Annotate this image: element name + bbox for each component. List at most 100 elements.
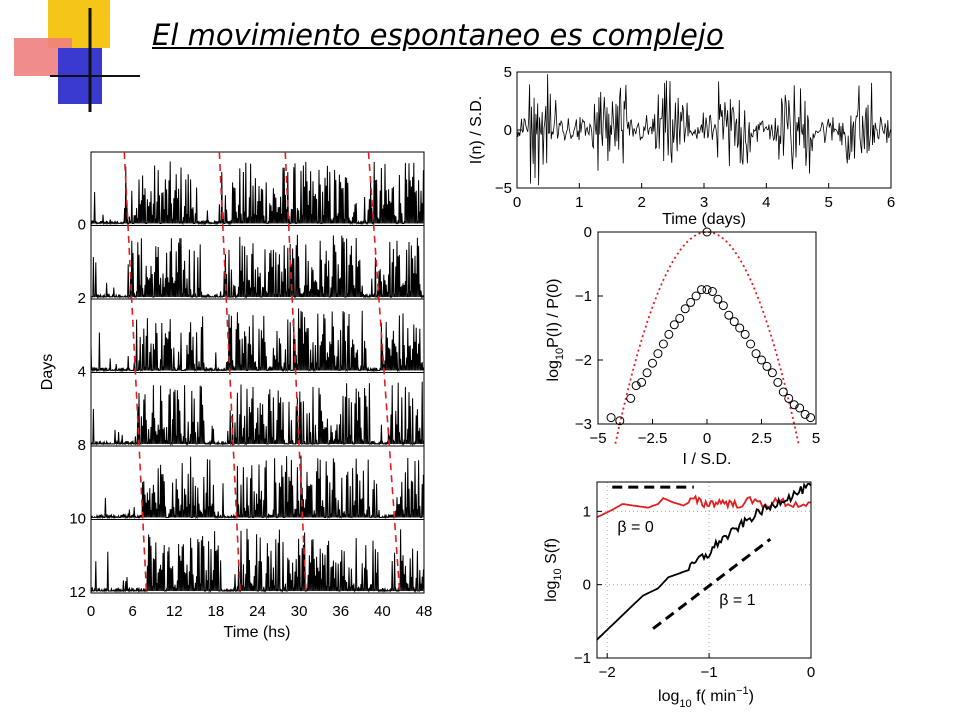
- actogram-x-tick-label: 40: [374, 603, 391, 620]
- spectrum-series-line: [596, 482, 812, 641]
- distribution-points: [606, 227, 816, 426]
- spectrum-x-tick-label: 0: [807, 664, 815, 681]
- distribution-point: [702, 285, 712, 295]
- actogram-x-tick-label: 48: [416, 603, 433, 620]
- spectrum-reference-line: [652, 538, 772, 630]
- distribution-x-ticks: −5 −2.5 0 2.5 5: [589, 419, 820, 447]
- actogram-onset-lines: [123, 151, 401, 594]
- timeseries-x-tick-label: 2: [637, 194, 645, 211]
- distribution-point: [680, 304, 690, 314]
- actogram-y-label: Days: [39, 354, 56, 390]
- distribution-point: [773, 377, 783, 387]
- timeseries-y-ticks: 5 0 −5: [495, 64, 522, 197]
- distribution-x-tick-label: 2.5: [751, 430, 772, 447]
- actogram-activity-trace: [90, 381, 425, 446]
- distribution-point: [653, 349, 663, 359]
- distribution-x-tick-label: −2.5: [638, 430, 668, 447]
- actogram-x-tick-label: 36: [332, 603, 349, 620]
- spectrum-y-ticks: 1 0 −1: [574, 503, 602, 667]
- distribution-point: [669, 320, 679, 330]
- actogram-activity-trace: [90, 528, 425, 593]
- actogram-onset-line: [367, 151, 401, 594]
- actogram-activity-trace: [90, 161, 425, 226]
- timeseries-trace: [516, 74, 891, 186]
- distribution-y-tick-label: −1: [575, 288, 592, 305]
- distribution-point: [664, 329, 674, 339]
- distribution-point: [697, 285, 707, 295]
- spectrum-x-label: log10 f( min−1): [658, 685, 754, 710]
- actogram-y-ticks: 0 2 4 8 10 12: [69, 217, 86, 602]
- spectrum-beta-label: β = 1: [719, 592, 755, 609]
- slide-title: El movimiento espontaneo es complejo: [152, 18, 724, 52]
- distribution-point: [795, 403, 805, 413]
- timeseries-x-ticks: 0 1 2 3 4 5 6: [513, 183, 895, 211]
- spectrum-x-ticks: −2 −1 0: [599, 653, 815, 681]
- distribution-point: [631, 381, 641, 391]
- actogram-x-tick-label: 0: [87, 603, 95, 620]
- timeseries-y-label: I(n) / S.D.: [468, 96, 485, 164]
- distribution-point: [757, 355, 766, 365]
- distribution-point: [735, 323, 745, 333]
- timeseries-x-tick-label: 5: [824, 194, 832, 211]
- distribution-point: [691, 291, 701, 301]
- distribution-point: [642, 368, 652, 378]
- distribution-point: [637, 377, 647, 387]
- actogram-activity-trace: [90, 308, 425, 373]
- actogram-y-tick-label: 10: [69, 511, 86, 528]
- distribution-y-tick-label: −2: [575, 352, 592, 369]
- spectrum-beta-label: β = 0: [617, 519, 653, 536]
- distribution-y-tick-label: −3: [575, 416, 592, 433]
- distribution-point: [762, 361, 772, 371]
- distribution-x-tick-label: 5: [812, 430, 820, 447]
- distribution-point: [806, 413, 816, 423]
- actogram-x-tick-label: 24: [249, 603, 266, 620]
- distribution-point: [784, 393, 794, 403]
- spectrum-x-tick-label: −2: [599, 664, 616, 681]
- corner-decoration: [14, 0, 140, 112]
- distribution-y-tick-label: 0: [584, 224, 592, 241]
- actogram-onset-line: [218, 151, 241, 594]
- timeseries-x-tick-label: 4: [762, 194, 770, 211]
- distribution-point: [606, 413, 616, 423]
- actogram-row-frame: [90, 519, 425, 594]
- distribution-point: [778, 387, 788, 397]
- distribution-point: [615, 416, 625, 426]
- actogram-y-tick-label: 2: [78, 290, 86, 307]
- spectrum-frame: [596, 481, 812, 659]
- spectrum-grid: [597, 482, 811, 658]
- actogram-rows: [90, 151, 425, 594]
- distribution-point: [729, 317, 739, 327]
- spectrum-x-tick-label: −1: [701, 664, 718, 681]
- distribution-point: [718, 301, 728, 311]
- spectrum-chart: −2 −1 0 1 0 −1 β = 0 β = 1 log10 f( min−1) lo…: [543, 481, 815, 710]
- distribution-point: [626, 393, 636, 403]
- actogram-x-tick-label: 12: [166, 603, 183, 620]
- distribution-point: [686, 297, 696, 307]
- timeseries-x-tick-label: 6: [887, 194, 895, 211]
- distribution-x-label: I / S.D.: [683, 451, 732, 468]
- distribution-point: [746, 339, 756, 349]
- spectrum-annotations: β = 0 β = 1: [617, 519, 755, 609]
- timeseries-y-tick-label: 5: [504, 64, 512, 81]
- distribution-fit-curve: [614, 231, 800, 444]
- distribution-point: [675, 313, 685, 323]
- distribution-x-tick-label: −5: [589, 430, 606, 447]
- timeseries-x-tick-label: 0: [513, 194, 521, 211]
- distribution-point: [800, 409, 810, 419]
- distribution-frame: [597, 231, 817, 425]
- spectrum-y-tick-label: −1: [574, 650, 591, 667]
- actogram-activity-trace: [90, 234, 425, 299]
- spectrum-reference-lines: [612, 485, 772, 630]
- timeseries-y-tick-label: 0: [504, 122, 512, 139]
- distribution-point: [658, 339, 668, 349]
- actogram-y-tick-label: 12: [69, 584, 86, 601]
- actogram-x-tick-label: 6: [128, 603, 136, 620]
- spectrum-y-label: log10 S(f): [543, 538, 564, 602]
- distribution-point: [767, 368, 777, 378]
- actogram-y-tick-label: 4: [78, 364, 86, 381]
- actogram-x-tick-label: 18: [208, 603, 225, 620]
- actogram-y-tick-label: 0: [78, 217, 86, 234]
- spectrum-series: [596, 482, 812, 641]
